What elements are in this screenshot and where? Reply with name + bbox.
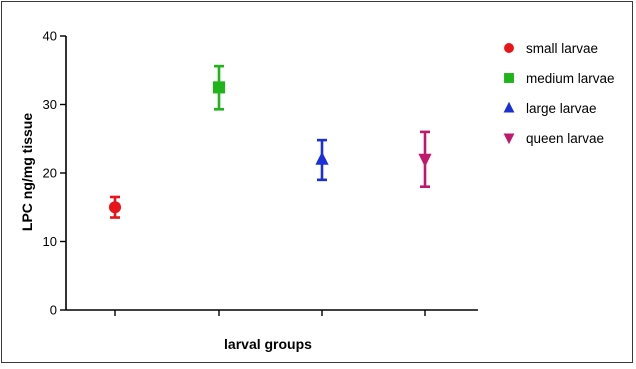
y-tick-label: 10 [43, 234, 57, 249]
data-point [212, 81, 226, 94]
data-point [315, 151, 329, 165]
chart-svg: 0 10 20 30 40 small larvae medium larvae large… [19, 29, 615, 353]
series-queen-larvae [418, 130, 432, 188]
y-tick-label: 40 [43, 29, 57, 44]
series-large-larvae [315, 138, 329, 182]
x-axis-title: larval groups [224, 336, 312, 352]
legend-item: queen larvae [503, 131, 604, 146]
series-small-larvae [108, 195, 122, 219]
legend-label: small larvae [526, 41, 598, 56]
legend-label: queen larvae [526, 131, 604, 146]
legend: small larvae medium larvae large larvae que… [503, 41, 615, 146]
legend-marker [504, 43, 514, 53]
legend-item: medium larvae [504, 71, 615, 86]
y-tick-label: 30 [43, 97, 57, 112]
data-point [418, 153, 432, 167]
legend-marker [503, 101, 515, 113]
legend-marker [504, 73, 514, 83]
y-axis-title: LPC ng/mg tissue [19, 113, 35, 231]
legend-label: medium larvae [526, 71, 615, 86]
plot-area [108, 64, 432, 219]
legend-label: large larvae [526, 101, 597, 116]
axes: 0 10 20 30 40 [43, 29, 478, 318]
y-tick-label: 0 [50, 303, 57, 318]
series-medium-larvae [212, 64, 226, 111]
chart-frame: 0 10 20 30 40 small larvae medium larvae large… [1, 1, 633, 363]
legend-marker [503, 133, 515, 145]
legend-item: small larvae [504, 41, 598, 56]
y-tick-label: 20 [43, 166, 57, 181]
legend-item: large larvae [503, 101, 597, 116]
data-point [108, 201, 122, 214]
